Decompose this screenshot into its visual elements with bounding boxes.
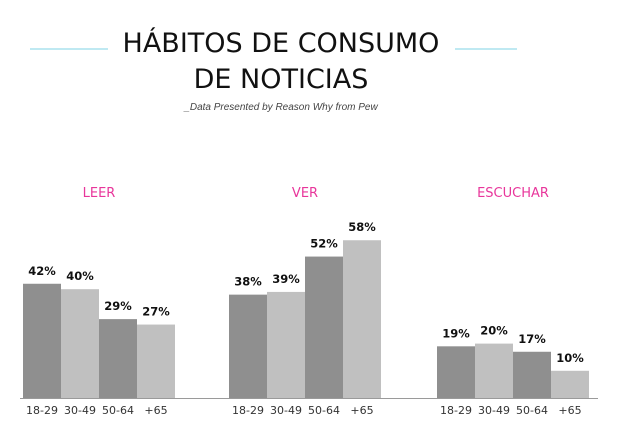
bar-leer-30-49 [61, 289, 99, 398]
value-label-ver-50-64: 52% [310, 237, 338, 251]
bar-ver-plus65 [343, 240, 381, 398]
tick-label-ver-plus65: +65 [350, 404, 373, 417]
group-label-escuchar: ESCUCHAR [477, 186, 549, 201]
bar-leer-50-64 [99, 319, 137, 398]
bar-leer-18-29 [23, 283, 61, 398]
tick-label-leer-18-29: 18-29 [26, 404, 58, 417]
value-label-escuchar-18-29: 19% [442, 326, 470, 340]
tick-label-escuchar-50-64: 50-64 [516, 404, 548, 417]
value-label-leer-plus65: 27% [142, 305, 170, 319]
tick-label-ver-50-64: 50-64 [308, 404, 340, 417]
value-label-ver-30-49: 39% [272, 272, 300, 286]
bar-ver-18-29 [229, 294, 267, 398]
group-label-ver: VER [292, 186, 318, 201]
value-label-leer-30-49: 40% [66, 269, 94, 283]
bar-escuchar-30-49 [475, 343, 513, 398]
chart-subtitle: _Data Presented by Reason Why from Pew [183, 102, 378, 113]
bar-escuchar-50-64 [513, 351, 551, 398]
group-label-leer: LEER [83, 186, 116, 201]
value-label-escuchar-50-64: 17% [518, 332, 546, 346]
bar-escuchar-18-29 [437, 346, 475, 398]
bar-leer-plus65 [137, 324, 175, 398]
tick-label-leer-plus65: +65 [144, 404, 167, 417]
value-label-ver-plus65: 58% [348, 220, 376, 234]
value-label-ver-18-29: 38% [234, 275, 262, 289]
tick-label-escuchar-18-29: 18-29 [440, 404, 472, 417]
bar-ver-30-49 [267, 291, 305, 398]
tick-label-ver-30-49: 30-49 [270, 404, 302, 417]
value-label-escuchar-30-49: 20% [480, 324, 508, 338]
title-block: HÁBITOS DE CONSUMO DE NOTICIAS _Data Pre… [30, 27, 517, 113]
tick-label-ver-18-29: 18-29 [232, 404, 264, 417]
value-label-leer-50-64: 29% [104, 299, 132, 313]
bar-ver-50-64 [305, 256, 343, 398]
tick-label-leer-50-64: 50-64 [102, 404, 134, 417]
value-label-escuchar-plus65: 10% [556, 351, 584, 365]
value-label-leer-18-29: 42% [28, 264, 56, 278]
bar-escuchar-plus65 [551, 370, 589, 398]
tick-label-escuchar-plus65: +65 [558, 404, 581, 417]
tick-label-escuchar-30-49: 30-49 [478, 404, 510, 417]
chart-title-line-2: DE NOTICIAS [194, 64, 369, 95]
chart-title-line-1: HÁBITOS DE CONSUMO [123, 27, 440, 59]
tick-label-leer-30-49: 30-49 [64, 404, 96, 417]
chart-marks: LEER 42% 18-29 40% 30-49 29% 50-64 27% +65 VER 38%… [23, 186, 589, 417]
